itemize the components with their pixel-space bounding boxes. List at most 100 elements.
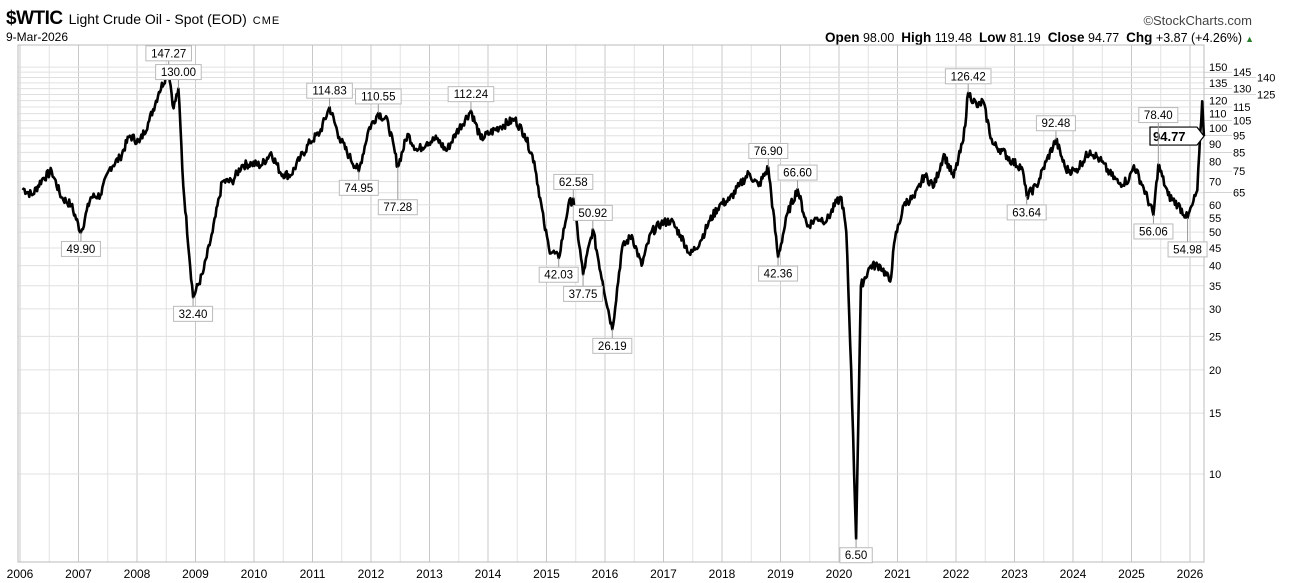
price-annotation: 50.92 (572, 204, 613, 230)
price-annotation: 92.48 (1035, 115, 1076, 140)
annotation-label: 6.50 (845, 550, 867, 562)
price-annotation: 32.40 (173, 297, 214, 322)
annotation-label: 126.42 (951, 71, 986, 83)
annotation-box (60, 240, 101, 257)
y-tick-label: 10 (1209, 469, 1221, 481)
annotation-box (944, 68, 992, 85)
annotation-label: 74.95 (344, 183, 373, 195)
price-annotation: 56.06 (1133, 214, 1174, 240)
price-annotation: 130.00 (155, 64, 202, 89)
ohlc-readout: Open 98.00 High 119.48 Low 81.19 Close 9… (825, 30, 1254, 45)
symbol: $WTIC (6, 8, 63, 29)
price-annotation: 77.28 (377, 166, 418, 216)
annotation-label: 42.03 (544, 270, 573, 282)
y-tick-label: 140 (1257, 72, 1275, 84)
y-tick-label: 20 (1209, 365, 1221, 377)
y-tick-label: 125 (1257, 89, 1275, 101)
title-row: $WTIC Light Crude Oil - Spot (EOD) CME (6, 8, 280, 30)
last-value-label: 94.77 (1153, 129, 1186, 144)
annotation-label: 130.00 (161, 67, 196, 79)
y-tick-label: 105 (1233, 116, 1251, 128)
x-tick-label: 2014 (475, 567, 502, 581)
annotation-box (377, 199, 418, 216)
plot-border (17, 44, 1205, 563)
annotation-label: 62.58 (559, 177, 588, 189)
close-label: Close (1047, 30, 1085, 45)
close-value: 94.77 (1087, 31, 1120, 45)
y-tick-label: 90 (1209, 139, 1221, 151)
x-tick-label: 2024 (1060, 567, 1087, 581)
x-tick-label: 2009 (182, 567, 209, 581)
price-annotation: 54.98 (1167, 217, 1208, 258)
y-tick-label: 55 (1209, 213, 1221, 225)
x-tick-label: 2017 (650, 567, 677, 581)
annotation-box (447, 86, 495, 103)
y-tick-label: 60 (1209, 200, 1221, 212)
y-tick-label: 35 (1209, 281, 1221, 293)
annotation-box (563, 285, 604, 302)
low-value: 81.19 (1009, 31, 1041, 45)
open-value: 98.00 (862, 31, 895, 45)
price-annotation: 62.58 (553, 173, 594, 199)
price-annotation: 78.40 (1138, 107, 1179, 165)
x-tick-label: 2008 (124, 567, 151, 581)
exchange: CME (252, 15, 281, 27)
x-tick-label: 2007 (65, 567, 92, 581)
x-tick-label: 2023 (1001, 567, 1028, 581)
annotation-box (155, 64, 202, 81)
price-annotation: 112.24 (447, 86, 495, 111)
annotation-label: 78.40 (1144, 110, 1173, 122)
price-annotation: 42.36 (758, 257, 799, 282)
annotation-label: 42.36 (764, 269, 793, 281)
y-tick-label: 40 (1209, 261, 1221, 273)
y-tick-label: 45 (1209, 243, 1221, 255)
price-annotation: 147.27 (145, 45, 192, 70)
price-annotation: 74.95 (338, 171, 379, 196)
annotation-box (839, 547, 873, 564)
annotation-box (1006, 204, 1047, 221)
brand-logo: ©StockCharts.com (1143, 13, 1252, 28)
annotation-label: 76.90 (754, 146, 783, 158)
price-annotation: 42.03 (538, 258, 579, 283)
x-tick-label: 2021 (884, 567, 911, 581)
y-tick-label: 50 (1209, 227, 1221, 239)
price-line (21, 68, 1206, 541)
price-annotation: 6.50 (839, 538, 873, 564)
annotation-box (338, 179, 379, 196)
y-tick-label: 65 (1233, 188, 1245, 200)
y-tick-label: 110 (1209, 109, 1227, 121)
y-tick-label: 145 (1233, 67, 1251, 79)
annotation-box (173, 305, 214, 322)
annotation-box (1035, 115, 1076, 132)
x-tick-label: 2011 (300, 567, 326, 581)
annotation-label: 77.28 (383, 202, 412, 214)
x-tick-label: 2013 (416, 567, 443, 581)
y-tick-label: 15 (1209, 408, 1221, 420)
y-tick-label: 135 (1209, 78, 1227, 90)
x-tick-label: 2015 (533, 567, 560, 581)
annotation-label: 114.83 (312, 86, 346, 98)
y-tick-label: 115 (1233, 102, 1251, 114)
y-tick-label: 95 (1233, 131, 1245, 143)
low-label: Low (978, 30, 1006, 45)
y-tick-label: 150 (1209, 62, 1227, 74)
last-value-box (1149, 126, 1205, 146)
annotation-label: 26.19 (598, 341, 627, 353)
y-tick-label: 85 (1233, 147, 1245, 159)
x-tick-label: 2012 (358, 567, 385, 581)
y-tick-label: 130 (1233, 84, 1251, 96)
price-annotation: 37.75 (563, 274, 604, 302)
annotation-box (777, 164, 818, 181)
price-annotation: 26.19 (592, 329, 633, 354)
annotation-box (572, 204, 613, 221)
y-tick-label: 80 (1209, 157, 1221, 169)
price-annotation: 126.42 (944, 68, 992, 93)
annotation-label: 56.06 (1139, 226, 1168, 238)
annotation-box (1138, 107, 1179, 124)
annotation-label: 37.75 (569, 289, 598, 301)
annotation-label: 110.55 (361, 91, 395, 103)
annotation-box (145, 45, 192, 62)
annotation-label: 92.48 (1042, 118, 1071, 130)
price-annotation: 76.90 (748, 142, 789, 168)
annotation-box (748, 142, 789, 159)
